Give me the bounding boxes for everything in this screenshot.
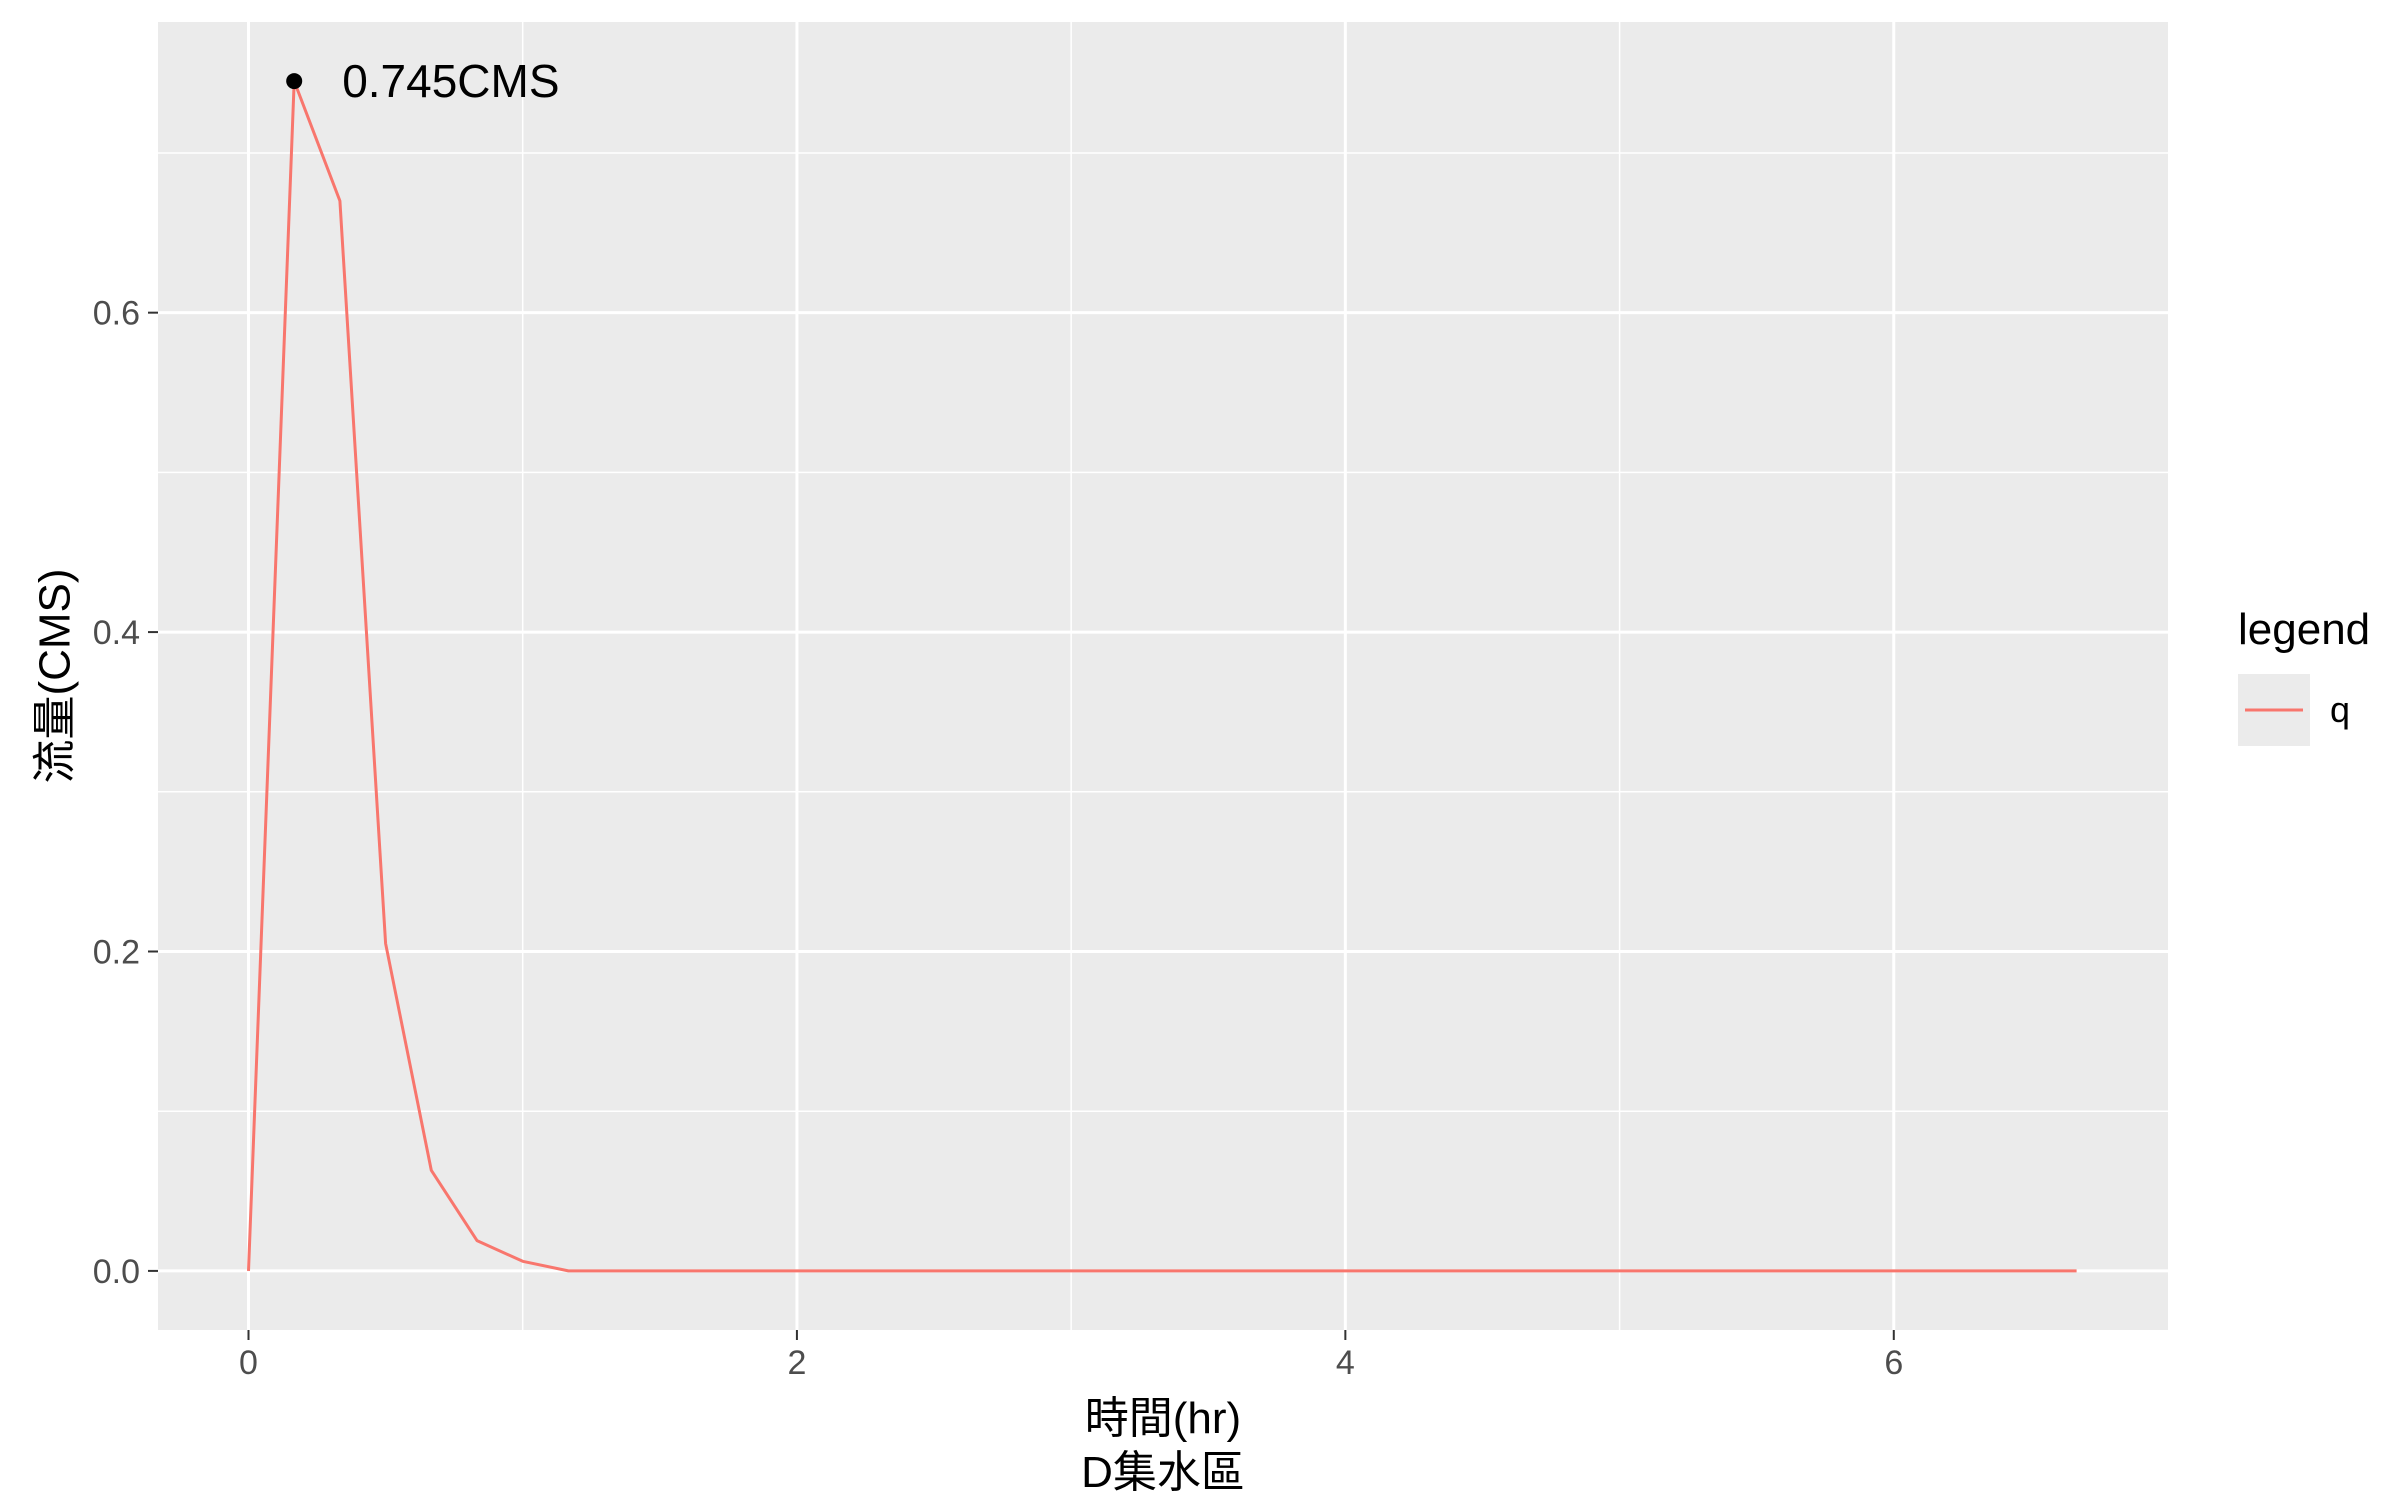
peak-point-marker [286, 73, 303, 90]
major-gridlines [158, 22, 2168, 1330]
annotation-layer: 0.745CMS [286, 55, 560, 107]
y-axis-title: 流量(CMS) [31, 568, 80, 783]
plot-panel [158, 22, 2168, 1330]
legend-entry-q: q [2330, 689, 2350, 730]
minor-gridlines [158, 22, 2168, 1330]
legend: legend q [2238, 605, 2370, 746]
x-axis-subtitle: D集水區 [1081, 1448, 1245, 1497]
series-line-q [247, 79, 2077, 1273]
series-layer [247, 79, 2077, 1273]
y-tick-label: 0.2 [93, 933, 140, 971]
y-tick-label: 0.6 [93, 295, 140, 333]
legend-title: legend [2238, 605, 2370, 654]
x-axis-title: 時間(hr) [1085, 1394, 1241, 1443]
x-tick-label: 6 [1884, 1344, 1903, 1382]
y-tick-label: 0.4 [93, 614, 140, 652]
x-axis: 0 2 4 6 [239, 1330, 1903, 1382]
x-tick-label: 4 [1336, 1344, 1355, 1382]
peak-annotation: 0.745CMS [342, 55, 559, 107]
y-tick-label: 0.0 [93, 1253, 140, 1291]
x-tick-label: 0 [239, 1344, 258, 1382]
y-axis: 0.0 0.2 0.4 0.6 [93, 295, 158, 1291]
x-tick-label: 2 [787, 1344, 806, 1382]
